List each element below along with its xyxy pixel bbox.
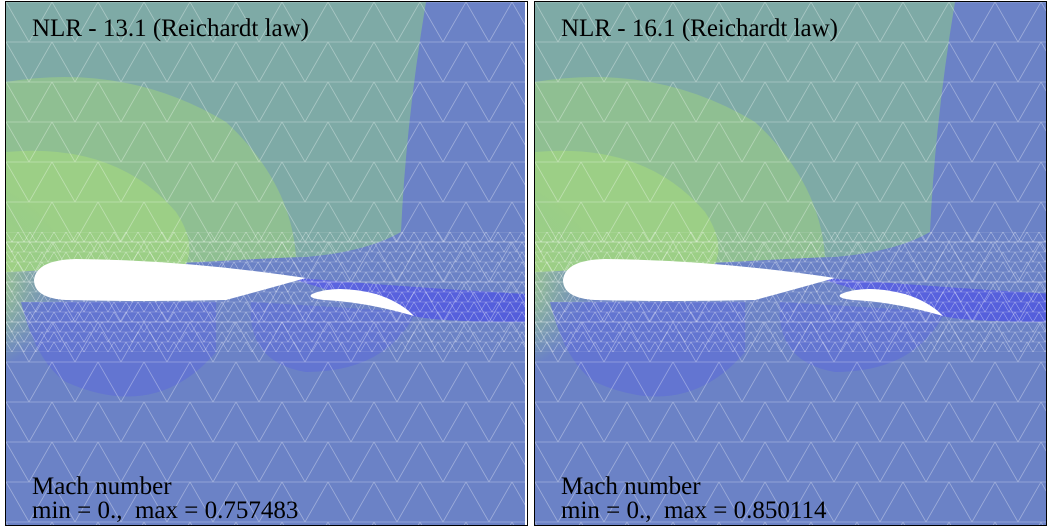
panel: NLR - 13.1 (Reichardt law) Mach number m… <box>5 1 528 526</box>
panel-title: NLR - 13.1 (Reichardt law) <box>32 15 309 42</box>
flow-field <box>534 2 1047 525</box>
field-label: Mach number <box>561 473 701 500</box>
panel-title: NLR - 16.1 (Reichardt law) <box>561 15 838 42</box>
flow-field <box>5 2 525 525</box>
panel: NLR - 16.1 (Reichardt law) Mach number m… <box>534 1 1047 526</box>
range-label: min = 0., max = 0.850114 <box>561 497 827 524</box>
range-label: min = 0., max = 0.757483 <box>32 497 298 524</box>
page: NLR - 13.1 (Reichardt law) Mach number m… <box>0 0 1048 527</box>
field-label: Mach number <box>32 473 172 500</box>
